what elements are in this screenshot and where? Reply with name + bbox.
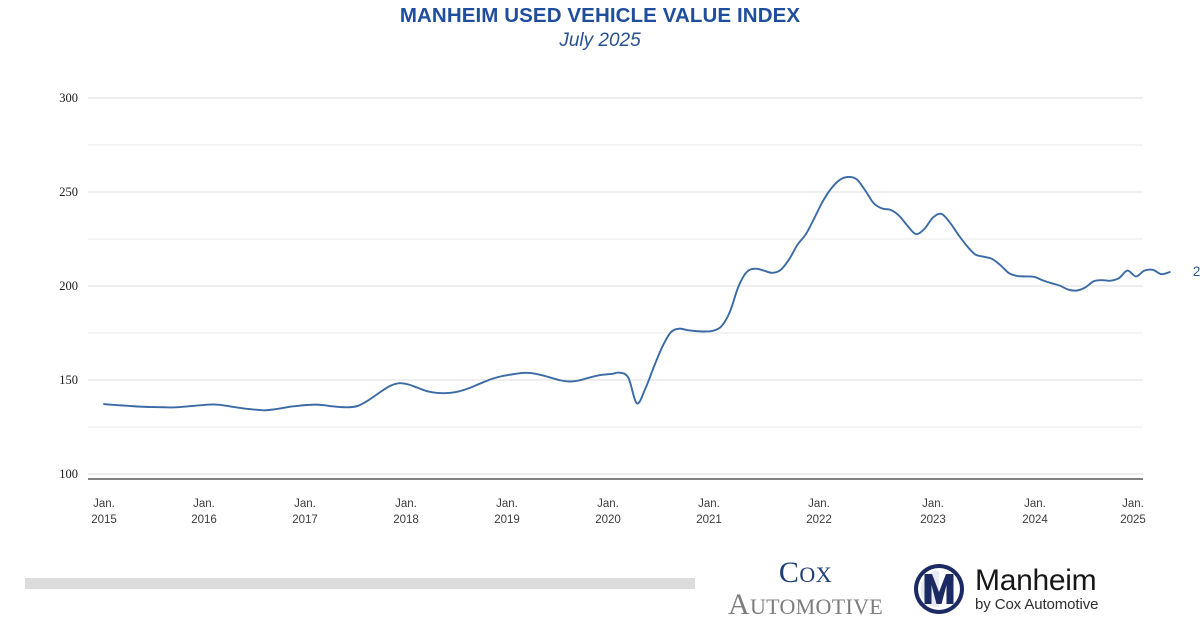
xtick-year-2: 2017 xyxy=(292,514,318,526)
manheim-mark-letter-m xyxy=(924,574,954,604)
index-value-line xyxy=(103,176,1171,412)
xtick-year-8: 2023 xyxy=(920,514,946,526)
xtick-year-6: 2021 xyxy=(696,514,722,526)
cox-logo-line1: COX xyxy=(708,558,903,589)
manheim-logo-name: Manheim xyxy=(975,564,1097,597)
xtick-year-7: 2022 xyxy=(806,514,832,526)
xtick-year-3: 2018 xyxy=(393,514,419,526)
xtick-month-3: Jan. xyxy=(395,498,417,510)
cox-logo-c: C xyxy=(778,556,800,589)
manheim-logo: Manheim by Cox Automotive xyxy=(912,562,1098,616)
ytick-label-100: 100 xyxy=(59,467,78,481)
cox-logo-utomotive: UTOMOTIVE xyxy=(749,594,884,619)
xtick-month-5: Jan. xyxy=(597,498,619,510)
ytick-label-300: 300 xyxy=(59,91,78,105)
y-axis-tick-labels: 300 250 200 150 100 xyxy=(59,91,78,481)
chart-subtitle: July 2025 xyxy=(559,30,641,51)
xtick-year-0: 2015 xyxy=(91,514,117,526)
xtick-year-10: 2025 xyxy=(1120,514,1146,526)
logo-group: COX AUTOMOTIVE Manheim by Cox Automotive xyxy=(700,552,1170,622)
cox-logo-ox: OX xyxy=(799,562,833,587)
xtick-year-9: 2024 xyxy=(1022,514,1048,526)
x-axis-tick-labels: Jan. 2015 Jan. 2016 Jan. 2017 Jan. 2018 … xyxy=(91,498,1146,526)
xtick-month-2: Jan. xyxy=(294,498,316,510)
xtick-year-5: 2020 xyxy=(595,514,621,526)
latest-value-label: 207.4 xyxy=(1193,264,1200,279)
ytick-label-200: 200 xyxy=(59,279,78,293)
footer-divider-bar xyxy=(25,578,695,589)
cox-logo-line2: AUTOMOTIVE xyxy=(708,589,903,622)
manheim-logo-text: Manheim by Cox Automotive xyxy=(975,565,1098,613)
xtick-month-1: Jan. xyxy=(193,498,215,510)
xtick-month-4: Jan. xyxy=(496,498,518,510)
ytick-label-150: 150 xyxy=(59,373,78,387)
xtick-month-9: Jan. xyxy=(1024,498,1046,510)
xtick-year-1: 2016 xyxy=(191,514,217,526)
manheim-circle-m-icon xyxy=(914,564,964,614)
xtick-month-10: Jan. xyxy=(1122,498,1144,510)
cox-automotive-logo: COX AUTOMOTIVE xyxy=(708,558,903,622)
gridlines xyxy=(88,97,1143,475)
manheim-logo-tagline: by Cox Automotive xyxy=(975,596,1099,613)
xtick-year-4: 2019 xyxy=(494,514,520,526)
cox-logo-a: A xyxy=(727,588,750,621)
xtick-month-0: Jan. xyxy=(93,498,115,510)
title-block: MANHEIM USED VEHICLE VALUE INDEX July 20… xyxy=(0,4,1200,54)
ytick-label-250: 250 xyxy=(59,185,78,199)
xtick-month-6: Jan. xyxy=(698,498,720,510)
xtick-month-7: Jan. xyxy=(808,498,830,510)
page-title: MANHEIM USED VEHICLE VALUE INDEX xyxy=(399,4,801,27)
xtick-month-8: Jan. xyxy=(922,498,944,510)
